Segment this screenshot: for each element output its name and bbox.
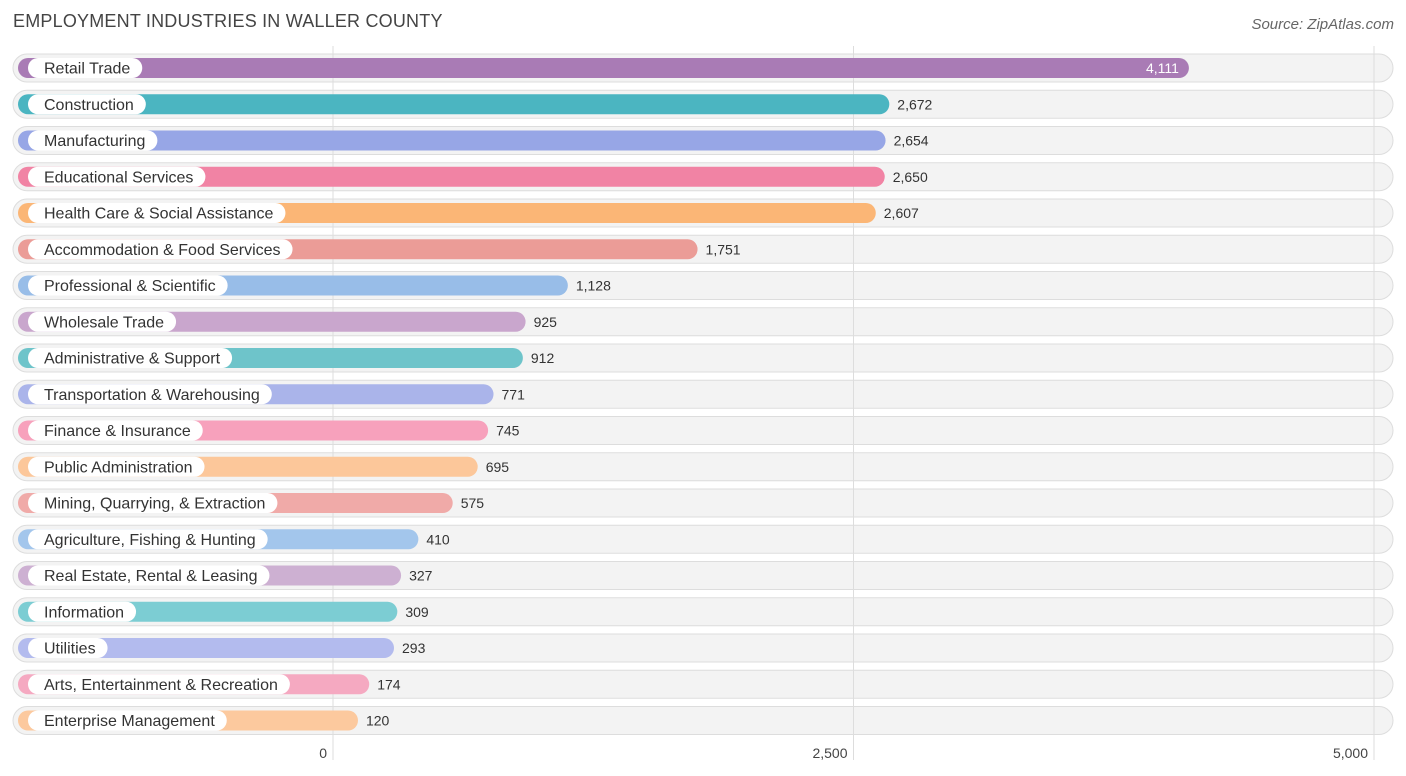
tick-label-2-500: 2,500 [812,745,847,761]
category-pill-real-estate-rental-leasing [28,565,270,586]
bar-educational-services [18,166,885,187]
bar-manufacturing [18,130,886,151]
category-pill-public-administration [28,456,205,477]
category-label-wholesale-trade: Wholesale Trade [44,314,164,331]
category-label-public-administration: Public Administration [44,459,193,476]
value-label-finance-insurance: 745 [496,423,520,439]
category-label-health-care-social-assistance: Health Care & Social Assistance [44,206,274,223]
category-label-real-estate-rental-leasing: Real Estate, Rental & Leasing [44,568,257,585]
category-pill-retail-trade [28,58,143,78]
category-pill-wholesale-trade [28,311,177,332]
value-label-educational-services: 2,650 [893,169,928,185]
category-label-finance-insurance: Finance & Insurance [44,423,191,440]
category-label-educational-services: Educational Services [44,169,193,186]
category-label-manufacturing: Manufacturing [44,133,145,150]
category-pill-professional-scientific [28,275,228,296]
category-label-agriculture-fishing-hunting: Agriculture, Fishing & Hunting [44,532,256,549]
category-pill-agriculture-fishing-hunting [28,529,268,550]
category-label-construction: Construction [44,97,134,114]
tick-label-0: 0 [319,745,327,761]
category-label-administrative-support: Administrative & Support [44,351,221,368]
category-pill-enterprise-management [28,710,227,731]
value-label-accommodation-food-services: 1,751 [706,241,741,257]
value-label-construction: 2,672 [897,96,932,112]
bars: Retail Trade 4,111 Construction 2,672 Manufa… [18,58,1189,731]
value-label-manufacturing: 2,654 [894,133,929,149]
category-pill-manufacturing [28,130,158,151]
tick-label-5-000: 5,000 [1333,745,1368,761]
value-label-health-care-social-assistance: 2,607 [884,205,919,221]
bar-retail-trade [18,58,1189,78]
value-label-enterprise-management: 120 [366,713,390,729]
value-label-professional-scientific: 1,128 [576,278,611,294]
x-axis-ticks: 0 2,500 5,000 [319,745,1368,761]
category-pill-accommodation-food-services [28,239,293,260]
category-pill-mining-quarrying-extraction [28,493,278,513]
value-label-information: 309 [405,604,429,620]
category-pill-health-care-social-assistance [28,203,286,223]
category-label-mining-quarrying-extraction: Mining, Quarrying, & Extraction [44,496,265,513]
value-label-public-administration: 695 [486,459,510,475]
category-label-professional-scientific: Professional & Scientific [44,278,216,295]
value-label-retail-trade: 4,111 [1146,60,1179,76]
bar-utilities [18,638,395,658]
value-label-agriculture-fishing-hunting: 410 [426,531,450,547]
category-pill-finance-insurance [28,420,203,441]
chart-source: Source: ZipAtlas.com [1251,16,1394,33]
category-label-arts-entertainment-recreation: Arts, Entertainment & Recreation [44,677,278,694]
value-label-transportation-warehousing: 771 [502,386,526,402]
category-pill-transportation-warehousing [28,384,272,405]
bar-construction [18,94,890,115]
category-label-information: Information [44,604,124,621]
category-label-transportation-warehousing: Transportation & Warehousing [44,387,260,404]
value-label-mining-quarrying-extraction: 575 [461,495,485,511]
category-pill-information [28,601,137,622]
category-label-utilities: Utilities [44,641,96,658]
category-label-retail-trade: Retail Trade [44,61,130,78]
value-label-wholesale-trade: 925 [534,314,558,330]
value-label-arts-entertainment-recreation: 174 [377,676,401,692]
category-label-accommodation-food-services: Accommodation & Food Services [44,242,281,259]
category-pill-utilities [28,638,108,658]
value-label-real-estate-rental-leasing: 327 [409,568,433,584]
chart-title: EMPLOYMENT INDUSTRIES IN WALLER COUNTY [13,11,443,31]
category-pill-administrative-support [28,348,233,368]
row-background-enterprise-management [12,706,1394,735]
category-pill-construction [28,94,146,115]
category-pill-arts-entertainment-recreation [28,674,290,695]
value-label-administrative-support: 912 [531,350,555,366]
value-label-utilities: 293 [402,640,426,656]
category-pill-educational-services [28,166,206,187]
category-label-enterprise-management: Enterprise Management [44,713,215,730]
